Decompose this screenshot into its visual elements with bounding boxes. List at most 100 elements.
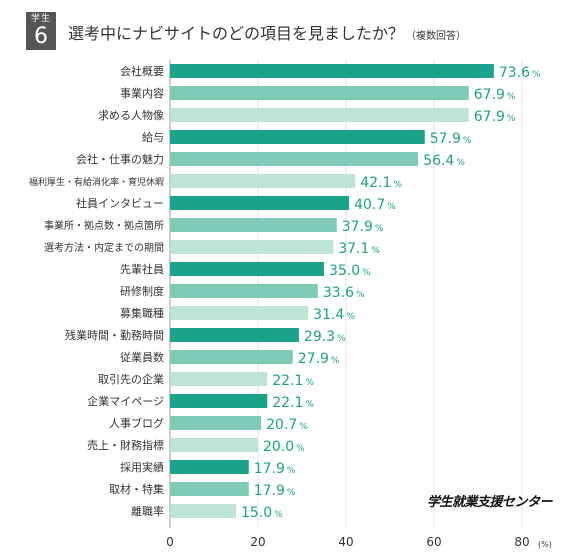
badge-number: 6 — [34, 24, 48, 49]
bar-4 — [170, 152, 419, 166]
value-percent-3: % — [463, 136, 472, 146]
category-label-6: 社員インタビュー — [76, 196, 164, 210]
value-label-17: 20.0% — [263, 439, 305, 455]
x-tick-label-80: 80 — [514, 535, 529, 549]
chart-title: 選考中にナビサイトのどの項目を見ましたか？ （複数回答） — [68, 20, 466, 44]
value-number-19: 17.9 — [254, 483, 285, 499]
value-label-2: 67.9% — [474, 109, 516, 125]
section-badge: 学生 6 — [26, 12, 56, 50]
value-number-0: 73.6 — [499, 65, 530, 81]
value-percent-6: % — [387, 202, 396, 212]
bar-17 — [170, 438, 258, 452]
value-label-9: 35.0% — [329, 263, 371, 279]
category-label-15: 企業マイページ — [87, 394, 164, 408]
value-number-16: 20.7 — [266, 417, 297, 433]
value-label-13: 27.9% — [298, 351, 340, 367]
value-percent-8: % — [371, 246, 380, 256]
x-axis-unit: (%) — [538, 540, 552, 549]
chart-header: 学生 6 選考中にナビサイトのどの項目を見ましたか？ （複数回答） — [0, 0, 566, 60]
value-number-9: 35.0 — [329, 263, 360, 279]
value-label-3: 57.9% — [430, 131, 472, 147]
category-label-2: 求める人物像 — [98, 108, 164, 122]
value-number-11: 31.4 — [313, 307, 344, 323]
category-label-18: 採用実績 — [120, 460, 164, 474]
bar-6 — [170, 196, 350, 210]
x-tick-label-0: 0 — [166, 535, 174, 549]
value-label-14: 22.1% — [272, 373, 314, 389]
category-label-9: 先輩社員 — [120, 262, 164, 276]
x-tick-label-20: 20 — [250, 535, 265, 549]
category-label-11: 募集職種 — [120, 306, 164, 320]
value-number-5: 42.1 — [360, 175, 391, 191]
value-percent-9: % — [362, 268, 371, 278]
bar-1 — [170, 86, 469, 100]
bar-11 — [170, 306, 309, 320]
bar-5 — [170, 174, 356, 188]
value-percent-10: % — [356, 290, 365, 300]
value-percent-13: % — [331, 356, 340, 366]
value-label-4: 56.4% — [423, 153, 465, 169]
value-percent-18: % — [287, 466, 296, 476]
value-number-14: 22.1 — [272, 373, 303, 389]
value-percent-11: % — [346, 312, 355, 322]
category-label-3: 給与 — [142, 130, 164, 144]
bar-15 — [170, 394, 268, 408]
value-label-11: 31.4% — [313, 307, 355, 323]
value-percent-2: % — [507, 114, 516, 124]
value-label-16: 20.7% — [266, 417, 308, 433]
bar-10 — [170, 284, 318, 298]
value-number-18: 17.9 — [254, 461, 285, 477]
category-label-1: 事業内容 — [120, 86, 164, 100]
value-number-15: 22.1 — [272, 395, 303, 411]
bar-13 — [170, 350, 293, 364]
value-percent-1: % — [507, 92, 516, 102]
category-label-12: 残業時間・勤務時間 — [65, 328, 164, 342]
value-label-5: 42.1% — [360, 175, 402, 191]
value-percent-4: % — [456, 158, 465, 168]
value-label-19: 17.9% — [254, 483, 296, 499]
category-label-8: 選考方法・内定までの期間 — [44, 241, 164, 254]
value-label-10: 33.6% — [323, 285, 365, 301]
category-label-20: 離職率 — [131, 504, 164, 518]
bar-0 — [170, 64, 494, 78]
bar-2 — [170, 108, 469, 122]
value-label-0: 73.6% — [499, 65, 541, 81]
value-label-6: 40.7% — [354, 197, 396, 213]
value-percent-15: % — [305, 400, 314, 410]
x-tick-label-60: 60 — [426, 535, 441, 549]
bar-12 — [170, 328, 299, 342]
bar-18 — [170, 460, 249, 474]
value-label-1: 67.9% — [474, 87, 516, 103]
bar-3 — [170, 130, 425, 144]
value-number-6: 40.7 — [354, 197, 385, 213]
value-percent-17: % — [296, 444, 305, 454]
value-label-12: 29.3% — [304, 329, 346, 345]
value-number-2: 67.9 — [474, 109, 505, 125]
value-percent-14: % — [305, 378, 314, 388]
value-number-1: 67.9 — [474, 87, 505, 103]
value-number-12: 29.3 — [304, 329, 335, 345]
category-label-10: 研修制度 — [120, 284, 164, 298]
bar-16 — [170, 416, 262, 430]
category-label-7: 事業所・拠点数・拠点箇所 — [44, 219, 164, 232]
value-label-8: 37.1% — [338, 241, 380, 257]
value-number-17: 20.0 — [263, 439, 294, 455]
source-credit: 学生就業支援センター — [426, 495, 553, 510]
value-percent-19: % — [287, 488, 296, 498]
chart-title-sub: （複数回答） — [406, 31, 467, 42]
value-label-15: 22.1% — [272, 395, 314, 411]
value-percent-5: % — [393, 180, 402, 190]
bar-20 — [170, 504, 236, 518]
x-tick-label-40: 40 — [338, 535, 353, 549]
value-number-20: 15.0 — [241, 505, 272, 521]
bar-8 — [170, 240, 334, 254]
value-number-4: 56.4 — [423, 153, 454, 169]
value-number-7: 37.9 — [342, 219, 373, 235]
value-percent-16: % — [299, 422, 308, 432]
chart-title-main: 選考中にナビサイトのどの項目を見ましたか？ — [68, 24, 405, 43]
value-label-7: 37.9% — [342, 219, 384, 235]
category-label-5: 福利厚生・有給消化率・育児休暇 — [29, 176, 164, 188]
value-percent-7: % — [375, 224, 384, 234]
value-percent-20: % — [274, 510, 283, 520]
